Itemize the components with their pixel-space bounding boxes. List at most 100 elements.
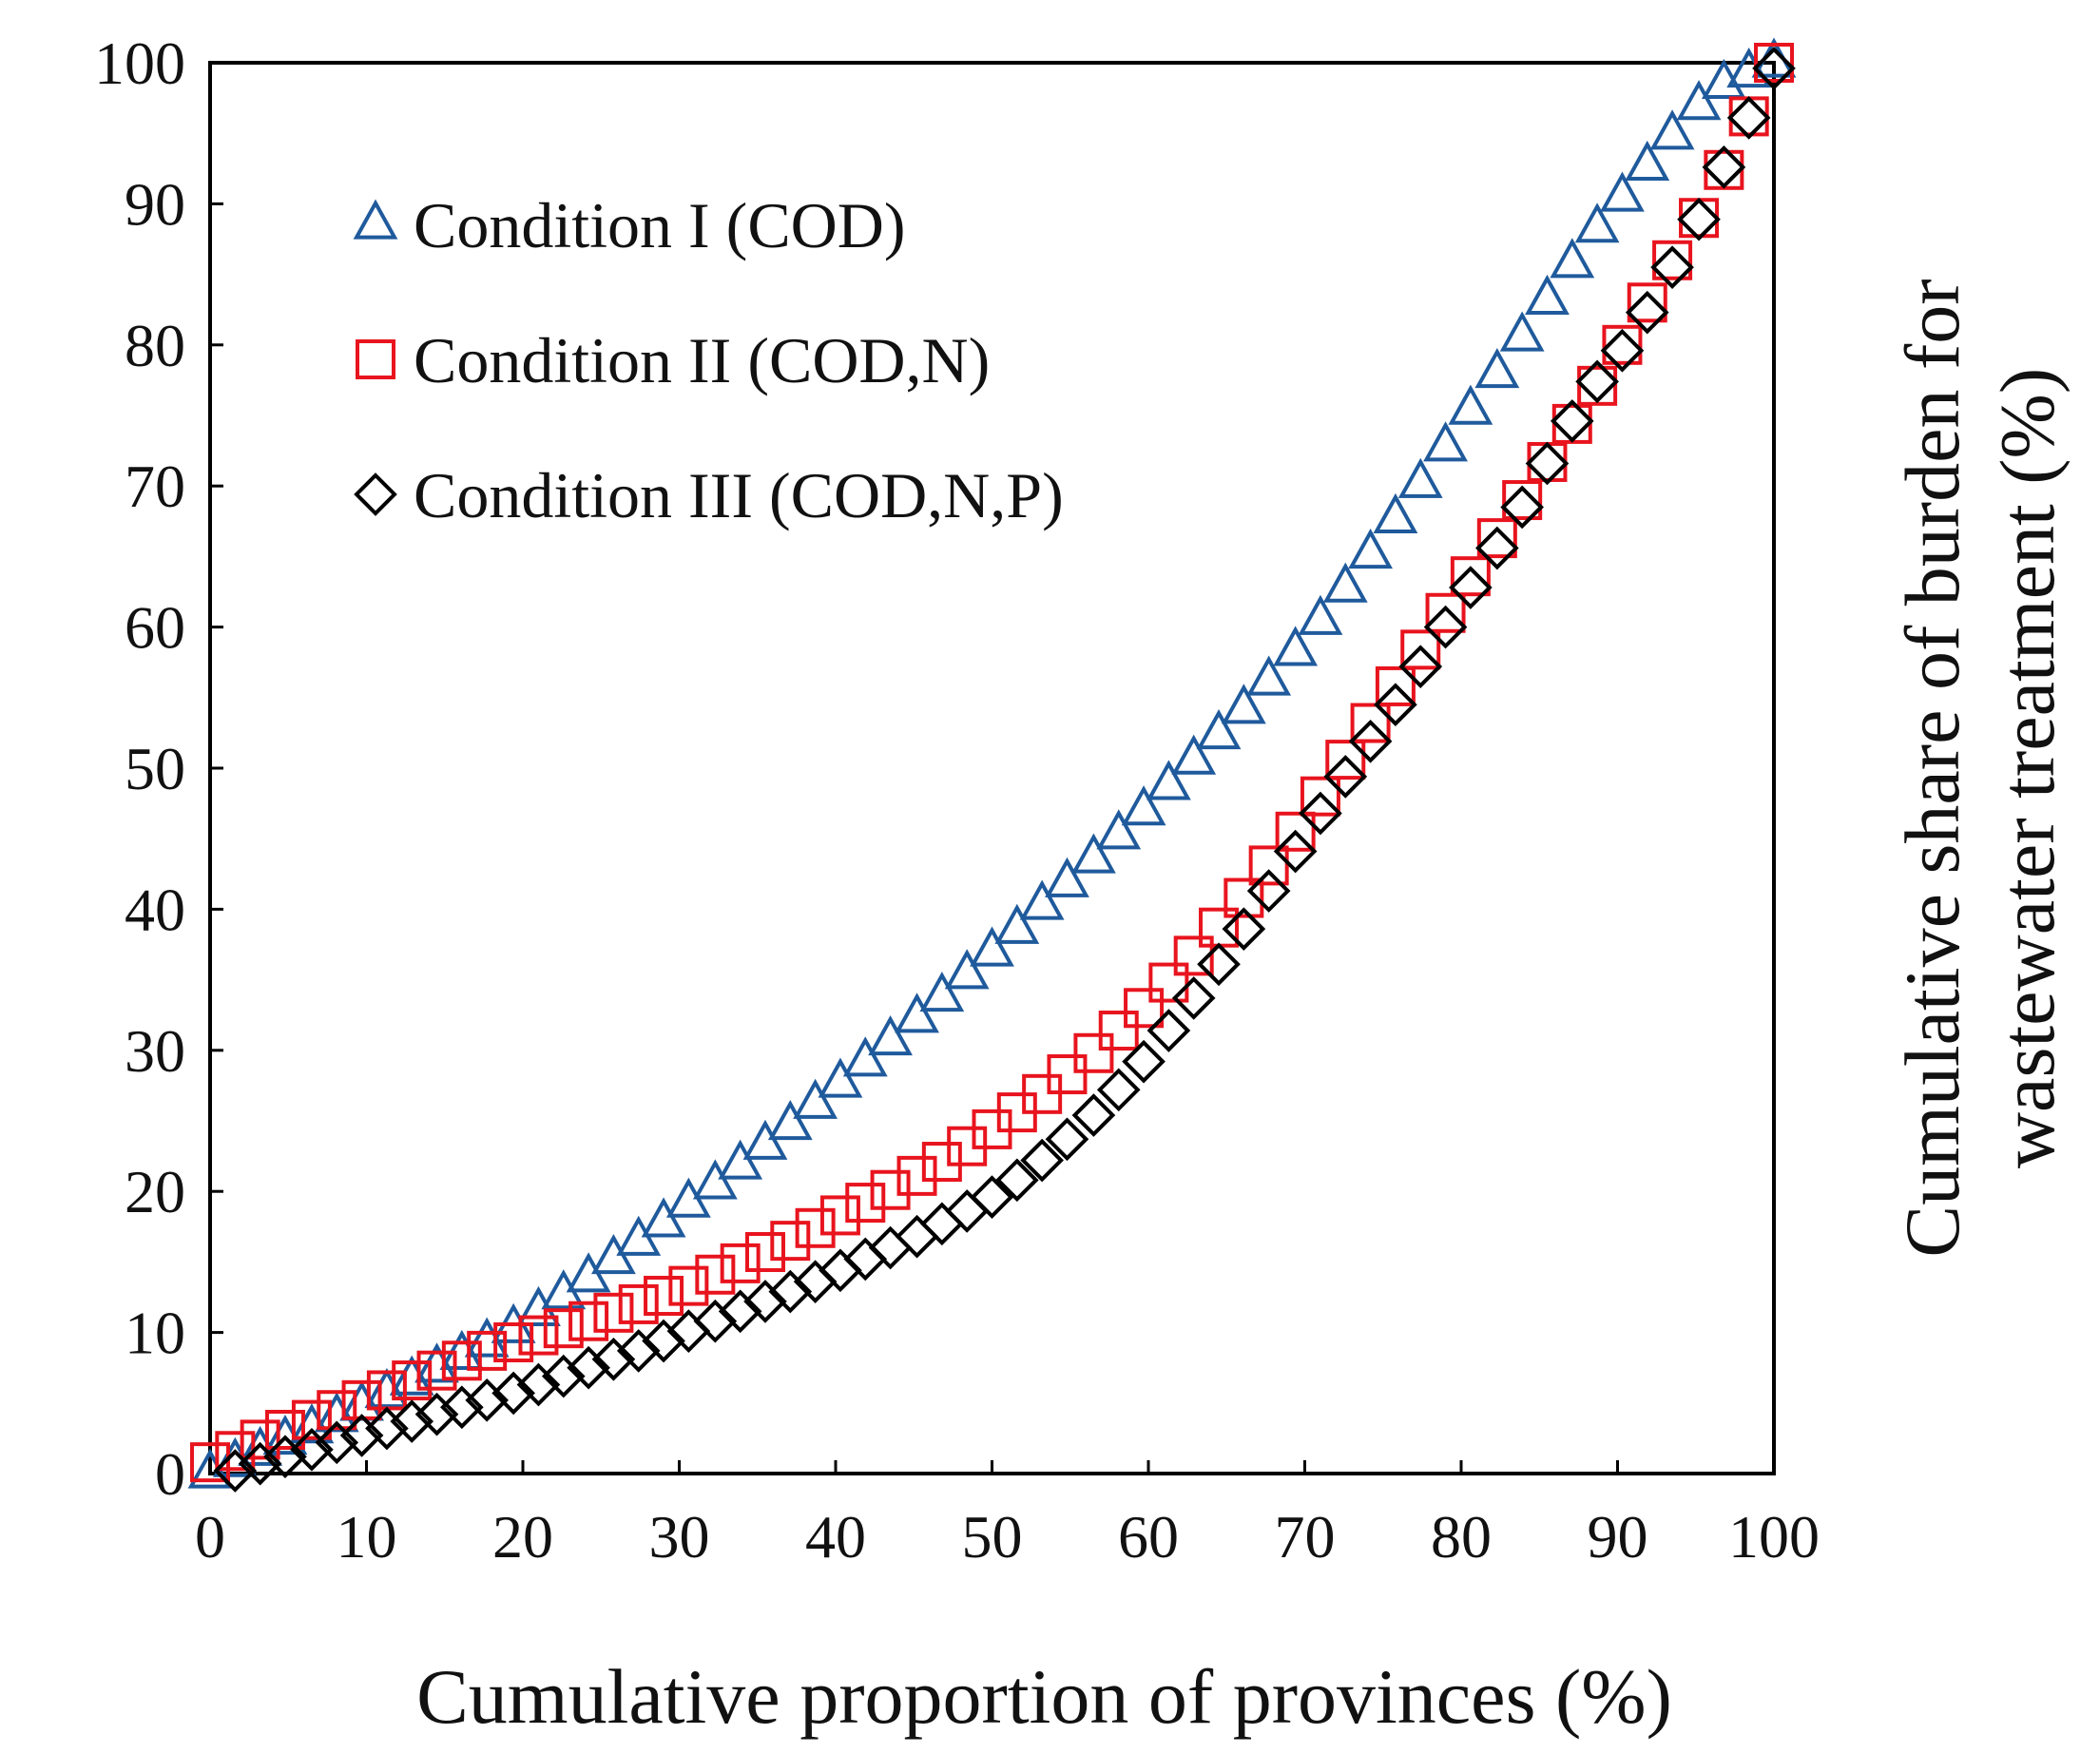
data-point-diamond bbox=[1273, 829, 1318, 874]
data-point-square bbox=[1173, 935, 1214, 976]
data-point-diamond bbox=[1171, 976, 1216, 1020]
data-point-triangle bbox=[1071, 833, 1116, 874]
data-point-square bbox=[870, 1169, 911, 1210]
y-tick-label: 0 bbox=[155, 1440, 185, 1508]
data-point-square bbox=[467, 1330, 508, 1371]
data-point-diamond bbox=[1726, 96, 1771, 140]
data-point-diamond bbox=[868, 1225, 913, 1270]
data-point-square bbox=[1148, 962, 1189, 1003]
x-tick-label: 0 bbox=[195, 1503, 225, 1571]
x-tick-label: 80 bbox=[1431, 1503, 1492, 1571]
y-tick-label: 100 bbox=[94, 29, 185, 97]
data-point-triangle bbox=[1701, 58, 1746, 99]
data-point-square bbox=[1551, 403, 1592, 444]
data-point-diamond bbox=[718, 1289, 762, 1334]
data-point-square bbox=[1728, 96, 1769, 137]
data-point-square bbox=[1425, 592, 1466, 633]
data-point-square bbox=[264, 1409, 305, 1450]
x-tick-label: 100 bbox=[1728, 1503, 1820, 1571]
data-point-square bbox=[1098, 1011, 1139, 1051]
data-point-triangle bbox=[1649, 109, 1695, 150]
data-point-square bbox=[291, 1399, 332, 1440]
data-point-square bbox=[720, 1243, 761, 1283]
data-point-square bbox=[1300, 776, 1340, 817]
data-point-diamond bbox=[1197, 942, 1241, 987]
data-point-diamond bbox=[1096, 1068, 1141, 1112]
data-point-square bbox=[1375, 665, 1416, 706]
legend-marker-diamond bbox=[354, 472, 397, 516]
data-point-triangle bbox=[1574, 202, 1620, 243]
data-point-diamond bbox=[1020, 1138, 1064, 1183]
data-point-triangle bbox=[1273, 626, 1319, 666]
data-point-diamond bbox=[1650, 245, 1694, 290]
y-tick-label: 50 bbox=[125, 735, 185, 802]
y-tick-label: 10 bbox=[125, 1300, 185, 1367]
data-point-diamond bbox=[390, 1399, 434, 1443]
data-point-square bbox=[1577, 365, 1618, 406]
data-point-diamond bbox=[213, 1449, 258, 1493]
data-point-triangle bbox=[1625, 140, 1670, 182]
data-point-square bbox=[921, 1142, 962, 1183]
data-point-square bbox=[770, 1221, 811, 1262]
data-point-diamond bbox=[1702, 145, 1746, 189]
data-point-square bbox=[568, 1301, 609, 1341]
data-point-square bbox=[618, 1283, 659, 1324]
data-point-diamond bbox=[541, 1354, 586, 1398]
x-axis-title: Cumulative proportion of provinces (%) bbox=[416, 1653, 1672, 1740]
data-point-triangle bbox=[1298, 594, 1343, 635]
data-point-diamond bbox=[491, 1371, 535, 1416]
data-point-triangle bbox=[1397, 457, 1443, 498]
data-point-diamond bbox=[1500, 485, 1544, 530]
data-point-diamond bbox=[693, 1299, 738, 1343]
data-point-diamond bbox=[1222, 907, 1266, 952]
x-tick-label: 50 bbox=[962, 1503, 1023, 1571]
data-point-triangle bbox=[1676, 80, 1722, 121]
data-point-square bbox=[1325, 740, 1366, 781]
data-point-square bbox=[668, 1265, 709, 1306]
data-point-triangle bbox=[742, 1119, 788, 1160]
data-point-diamond bbox=[465, 1378, 509, 1422]
data-point-square bbox=[1047, 1054, 1088, 1095]
x-tick-label: 20 bbox=[492, 1503, 553, 1571]
data-point-triangle bbox=[818, 1057, 863, 1098]
y-tick-label: 60 bbox=[125, 594, 185, 662]
data-point-triangle bbox=[1196, 708, 1242, 750]
data-point-square bbox=[1248, 845, 1289, 886]
data-point-triangle bbox=[692, 1159, 738, 1200]
y-tick-label: 20 bbox=[125, 1158, 185, 1225]
data-point-square bbox=[240, 1419, 280, 1460]
data-point-square bbox=[644, 1276, 684, 1317]
data-point-triangle bbox=[1171, 734, 1217, 775]
data-point-diamond bbox=[768, 1269, 813, 1314]
series-layer bbox=[187, 37, 1797, 1493]
axis-titles: Cumulative proportion of provinces (%) Cu… bbox=[416, 279, 2071, 1740]
data-point-triangle bbox=[970, 926, 1014, 967]
legend-marker-square bbox=[356, 339, 395, 379]
data-point-triangle bbox=[1322, 562, 1368, 603]
data-point-triangle bbox=[994, 903, 1040, 944]
data-point-triangle bbox=[718, 1139, 763, 1180]
data-point-triangle bbox=[1499, 311, 1545, 352]
data-point-square bbox=[317, 1390, 357, 1431]
data-point-diamond bbox=[1575, 359, 1619, 404]
data-point-square bbox=[1502, 480, 1543, 521]
data-point-diamond bbox=[516, 1362, 561, 1407]
data-point-triangle bbox=[464, 1317, 510, 1358]
data-point-square bbox=[1400, 629, 1441, 670]
data-point-square bbox=[1679, 198, 1720, 239]
data-point-triangle bbox=[1448, 384, 1493, 425]
data-point-square bbox=[744, 1232, 785, 1273]
data-point-diamond bbox=[920, 1202, 964, 1246]
data-point-square bbox=[1476, 518, 1517, 559]
legend-label: Condition II (COD,N) bbox=[414, 324, 990, 396]
data-point-triangle bbox=[919, 971, 965, 1012]
legend-label: Condition I (COD) bbox=[414, 189, 906, 261]
data-point-diamond bbox=[315, 1420, 359, 1465]
x-tick-label: 90 bbox=[1588, 1503, 1648, 1571]
legend-label: Condition III (COD,N,P) bbox=[414, 459, 1064, 531]
legend-marker-triangle bbox=[353, 199, 398, 240]
data-point-triangle bbox=[1525, 274, 1570, 315]
data-point-diamond bbox=[1045, 1117, 1089, 1162]
data-point-triangle bbox=[1600, 171, 1645, 212]
data-point-triangle bbox=[1246, 655, 1292, 696]
